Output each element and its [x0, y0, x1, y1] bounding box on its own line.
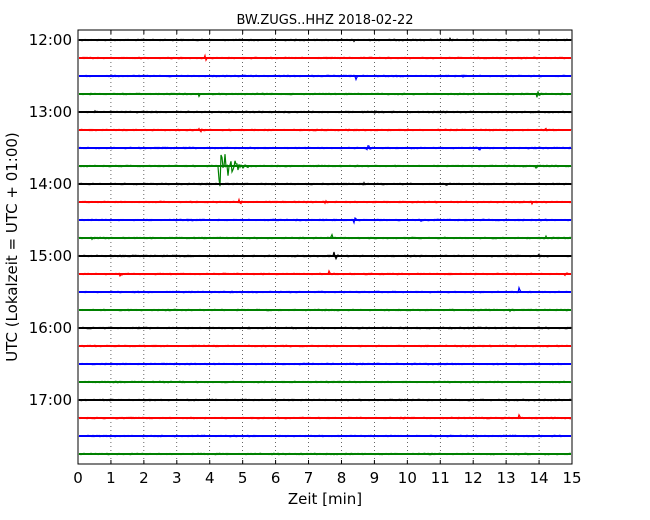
x-tick-label: 15	[562, 469, 581, 487]
x-tick-label: 6	[271, 469, 281, 487]
x-tick-label: 2	[139, 469, 149, 487]
y-tick-label: 16:00	[29, 319, 72, 337]
y-axis-label: UTC (Lokalzeit = UTC + 01:00)	[3, 132, 21, 362]
chart-title: BW.ZUGS..HHZ 2018-02-22	[236, 13, 413, 28]
x-axis-label: Zeit [min]	[288, 490, 362, 508]
y-tick-label: 14:00	[29, 175, 72, 193]
y-tick-label: 15:00	[29, 247, 72, 265]
x-tick-label: 11	[431, 469, 450, 487]
plot-frame	[77, 29, 573, 465]
x-tick-label: 7	[304, 469, 314, 487]
x-tick-label: 8	[337, 469, 347, 487]
x-tick-label: 3	[172, 469, 182, 487]
x-tick-label: 13	[497, 469, 516, 487]
x-tick-label: 14	[530, 469, 549, 487]
x-tick-label: 0	[73, 469, 83, 487]
x-tick-label: 10	[398, 469, 417, 487]
y-tick-label: 13:00	[29, 103, 72, 121]
grid-lines	[78, 30, 572, 464]
axis-ticks: 0 1 2 3 4 5 6 7 8 9 10 11 12 13 14 1512:0013:0014:0015:…	[29, 30, 582, 487]
x-tick-label: 12	[464, 469, 483, 487]
traces	[78, 37, 572, 456]
x-tick-label: 4	[205, 469, 215, 487]
x-tick-label: 1	[106, 469, 116, 487]
x-tick-label: 9	[370, 469, 380, 487]
y-tick-label: 17:00	[29, 391, 72, 409]
seismic-trace	[78, 154, 572, 187]
y-tick-label: 12:00	[29, 31, 72, 49]
x-tick-label: 5	[238, 469, 248, 487]
